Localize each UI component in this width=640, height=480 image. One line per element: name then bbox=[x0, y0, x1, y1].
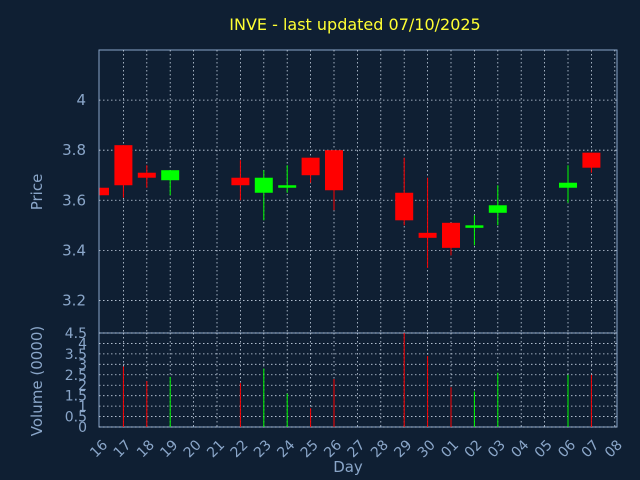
volume-tick-label: 3.5 bbox=[65, 347, 87, 363]
day-tick-label: 02 bbox=[462, 437, 486, 461]
candle-02 bbox=[465, 215, 484, 246]
candle-body bbox=[418, 232, 437, 238]
candle-body bbox=[137, 172, 156, 178]
price-tick-label: 3.2 bbox=[62, 291, 86, 309]
day-tick-label: 24 bbox=[274, 437, 298, 461]
day-tick-label: 16 bbox=[87, 437, 111, 461]
volume-tick-label: 0.5 bbox=[65, 410, 87, 426]
candle-18 bbox=[137, 165, 156, 188]
candle-19 bbox=[161, 170, 180, 196]
volume-tick-label: 1.5 bbox=[65, 389, 87, 405]
day-tick-label: 29 bbox=[391, 437, 415, 461]
day-tick-label: 25 bbox=[298, 437, 322, 461]
day-tick-label: 03 bbox=[485, 437, 509, 461]
volume-tick-label: 2 bbox=[78, 378, 87, 394]
volume-tick-label: 3 bbox=[78, 357, 87, 373]
candle-body bbox=[301, 157, 320, 176]
volume-tick-label: 2.5 bbox=[65, 368, 87, 384]
candle-16 bbox=[99, 187, 109, 196]
price-tick-label: 3.8 bbox=[62, 141, 86, 159]
candle-29 bbox=[395, 157, 414, 226]
candle-body bbox=[465, 225, 484, 228]
day-tick-label: 21 bbox=[204, 437, 228, 461]
volume-tick-labels: 00.511.522.533.544.5 bbox=[65, 326, 87, 436]
price-panel bbox=[98, 49, 618, 334]
candles bbox=[99, 145, 601, 268]
day-axis-label: Day bbox=[333, 458, 363, 476]
candle-03 bbox=[488, 185, 507, 226]
candle-01 bbox=[442, 222, 460, 256]
price-tick-label: 3.6 bbox=[62, 191, 86, 209]
volume-panel bbox=[98, 332, 618, 428]
day-tick-label: 05 bbox=[532, 437, 556, 461]
day-tick-label: 17 bbox=[111, 437, 135, 461]
day-tick-label: 28 bbox=[368, 437, 392, 461]
day-tick-label: 04 bbox=[508, 437, 532, 461]
volume-tick-label: 4 bbox=[78, 336, 87, 352]
price-tick-label: 3.4 bbox=[62, 241, 86, 259]
candle-26 bbox=[325, 150, 343, 211]
day-tick-label: 23 bbox=[251, 437, 275, 461]
candle-body bbox=[325, 150, 343, 191]
candle-body bbox=[488, 205, 507, 213]
volume-tick-label: 1 bbox=[78, 399, 87, 415]
chart-title: INVE - last updated 07/10/2025 bbox=[229, 15, 480, 34]
day-tick-label: 18 bbox=[134, 437, 158, 461]
candle-body bbox=[231, 177, 250, 186]
day-tick-label: 01 bbox=[438, 437, 462, 461]
volume-axis-label: Volume (0000) bbox=[28, 326, 46, 436]
candle-body bbox=[100, 187, 109, 196]
candle-body bbox=[395, 192, 414, 221]
price-tick-labels: 3.2 3.4 3.6 3.8 4 bbox=[62, 91, 86, 309]
volume-bars bbox=[122, 333, 592, 427]
candle-body bbox=[442, 222, 460, 248]
day-tick-label: 20 bbox=[181, 437, 205, 461]
volume-tick-label: 4.5 bbox=[65, 326, 87, 342]
candle-25 bbox=[301, 157, 320, 183]
candle-22 bbox=[231, 160, 250, 201]
candle-06 bbox=[559, 165, 577, 203]
candle-body bbox=[114, 145, 133, 186]
day-tick-label: 06 bbox=[555, 437, 579, 461]
price-tick-label: 4 bbox=[76, 91, 86, 109]
day-tick-label: 19 bbox=[157, 437, 181, 461]
candle-30 bbox=[418, 177, 437, 268]
candle-body bbox=[254, 177, 273, 193]
candle-17 bbox=[114, 145, 133, 198]
candle-23 bbox=[254, 170, 273, 221]
day-tick-label: 07 bbox=[579, 437, 603, 461]
day-tick-label: 08 bbox=[602, 437, 626, 461]
volume-tick-label: 0 bbox=[78, 420, 87, 436]
candle-07 bbox=[582, 152, 601, 173]
candle-body bbox=[161, 170, 180, 181]
price-axis-label: Price bbox=[28, 174, 46, 211]
candle-body bbox=[582, 152, 601, 168]
day-tick-label: 22 bbox=[228, 437, 252, 461]
candle-body bbox=[559, 182, 577, 188]
candle-24 bbox=[278, 165, 297, 193]
candle-body bbox=[278, 185, 297, 188]
day-tick-label: 30 bbox=[415, 437, 439, 461]
